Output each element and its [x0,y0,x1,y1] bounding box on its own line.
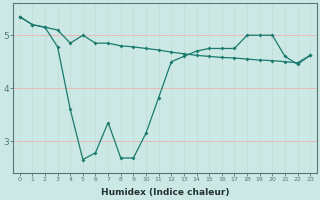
X-axis label: Humidex (Indice chaleur): Humidex (Indice chaleur) [101,188,229,197]
